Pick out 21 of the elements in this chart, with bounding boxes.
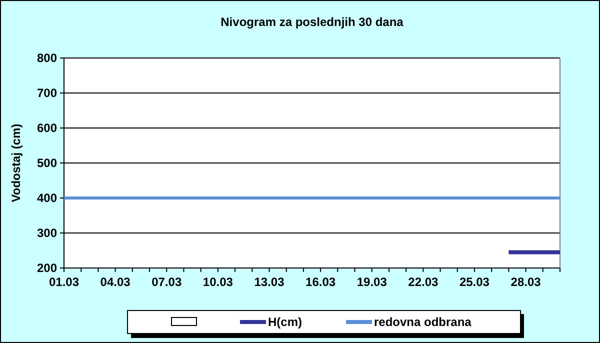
y-tick-label: 300	[36, 226, 58, 240]
chart-title: Nivogram za poslednjih 30 dana	[220, 15, 404, 29]
x-tick-label: 13.03	[254, 275, 285, 289]
y-tick-label: 200	[36, 261, 58, 275]
legend-label: redovna odbrana	[374, 315, 472, 329]
y-tick-label: 500	[36, 156, 58, 170]
x-tick-label: 25.03	[459, 275, 490, 289]
y-axis-title: Vodostaj (cm)	[9, 124, 23, 202]
legend-label: H(cm)	[268, 315, 302, 329]
x-tick-label: 28.03	[510, 275, 542, 289]
x-tick-label: 16.03	[306, 275, 336, 289]
x-tick-label: 01.03	[48, 275, 80, 289]
x-tick-label: 04.03	[100, 275, 131, 289]
x-tick-label: 10.03	[202, 275, 234, 289]
x-tick-label: 22.03	[408, 275, 439, 289]
y-tick-label: 400	[36, 191, 58, 205]
y-tick-label: 600	[36, 121, 58, 135]
x-tick-label: 19.03	[356, 275, 388, 289]
x-tick-label: 07.03	[152, 275, 182, 289]
y-tick-label: 700	[36, 86, 58, 100]
y-tick-label: 800	[36, 51, 58, 65]
